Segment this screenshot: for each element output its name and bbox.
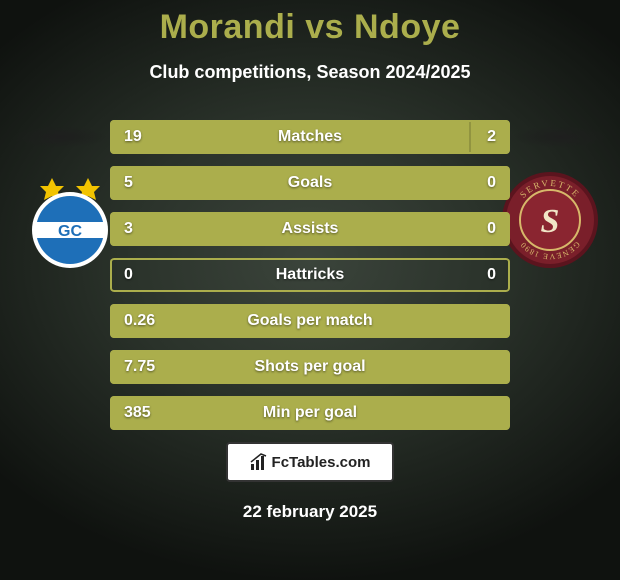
fctables-badge: FcTables.com — [226, 442, 394, 482]
club-badge-right: SERVETTE GENEVE 1890 S — [500, 170, 600, 270]
player-shadow-right — [512, 126, 608, 148]
stat-value-right: 0 — [487, 212, 496, 246]
stat-metric: Shots per goal — [110, 350, 510, 384]
stat-metric: Min per goal — [110, 396, 510, 430]
stat-row: 0Hattricks0 — [110, 258, 510, 292]
stat-metric: Goals — [110, 166, 510, 200]
stat-value-right: 2 — [487, 120, 496, 154]
gcz-badge-icon: GC — [20, 170, 120, 270]
stat-value-right: 0 — [487, 166, 496, 200]
club-badge-left: GC — [20, 170, 120, 270]
stat-row: 19Matches2 — [110, 120, 510, 154]
svg-text:S: S — [541, 203, 560, 240]
svg-text:GC: GC — [58, 223, 82, 240]
stat-metric: Hattricks — [110, 258, 510, 292]
stat-row: 0.26Goals per match — [110, 304, 510, 338]
page-subtitle: Club competitions, Season 2024/2025 — [0, 62, 620, 83]
comparison-card: Morandi vs Ndoye Club competitions, Seas… — [0, 0, 620, 580]
comparison-bars: 19Matches25Goals03Assists00Hattricks00.2… — [110, 120, 510, 442]
stat-metric: Assists — [110, 212, 510, 246]
stat-metric: Goals per match — [110, 304, 510, 338]
player-shadow-left — [12, 126, 108, 148]
stat-row: 7.75Shots per goal — [110, 350, 510, 384]
stat-row: 385Min per goal — [110, 396, 510, 430]
date-footer: 22 february 2025 — [0, 502, 620, 522]
bar-chart-icon — [250, 453, 268, 471]
stat-row: 3Assists0 — [110, 212, 510, 246]
servette-badge-icon: SERVETTE GENEVE 1890 S — [500, 170, 600, 270]
page-title: Morandi vs Ndoye — [0, 8, 620, 47]
stat-value-right: 0 — [487, 258, 496, 292]
fctables-label: FcTables.com — [272, 454, 371, 471]
stat-row: 5Goals0 — [110, 166, 510, 200]
stat-metric: Matches — [110, 120, 510, 154]
